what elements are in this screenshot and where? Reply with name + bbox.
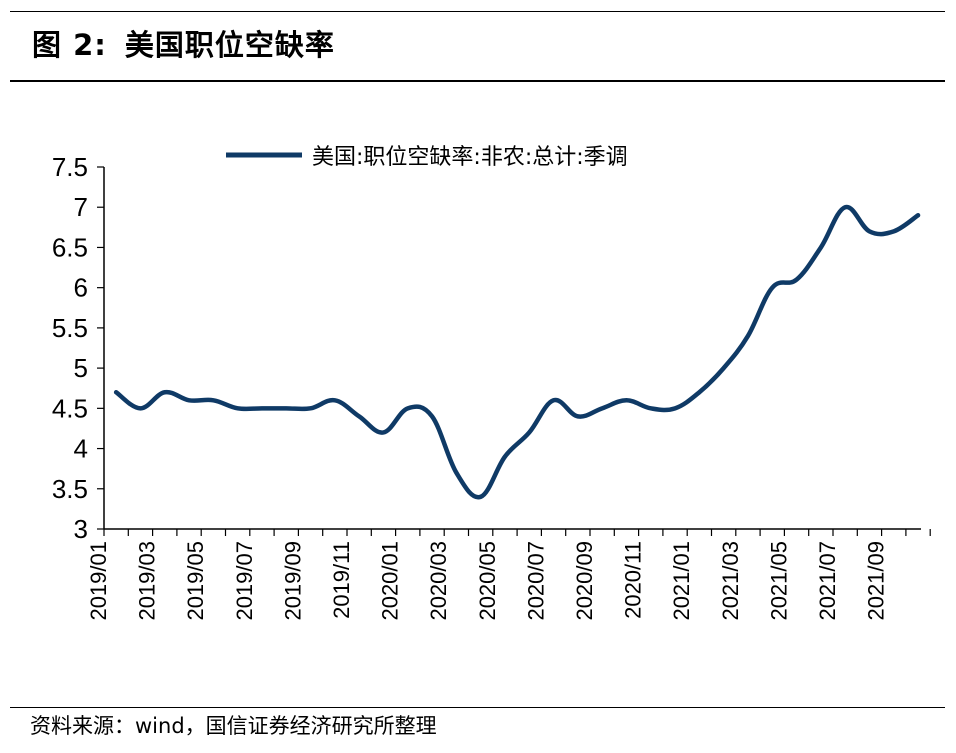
series-layer bbox=[113, 204, 921, 500]
x-tick-label: 2019/03 bbox=[135, 541, 160, 621]
bottom-rule bbox=[10, 707, 945, 708]
x-tick-label: 2019/01 bbox=[86, 541, 111, 621]
legend-label: 美国:职位空缺率:非农:总计:季调 bbox=[312, 145, 628, 170]
x-tick-label: 2019/11 bbox=[329, 541, 354, 619]
y-tick-label: 7 bbox=[74, 192, 88, 222]
x-tick-label: 2021/05 bbox=[766, 541, 791, 621]
y-tick-label: 7.5 bbox=[52, 152, 88, 182]
x-tick-label: 2020/09 bbox=[572, 541, 597, 621]
x-tick-label: 2020/11 bbox=[621, 541, 646, 619]
y-tick-label: 5.5 bbox=[52, 313, 88, 343]
x-axis-ticks: 2019/01 2019/03 2019/05 2019/07 2019/09 2019/… bbox=[86, 529, 931, 621]
x-tick-label: 2021/09 bbox=[864, 541, 889, 621]
x-tick-label: 2021/03 bbox=[718, 541, 743, 621]
source-note: 资料来源：wind，国信证券经济研究所整理 bbox=[30, 714, 437, 738]
y-tick-label: 3.5 bbox=[52, 474, 88, 504]
axes bbox=[103, 167, 921, 530]
x-tick-label: 2020/05 bbox=[475, 541, 500, 621]
x-tick-label: 2021/01 bbox=[669, 541, 694, 621]
y-tick-label: 3 bbox=[74, 514, 88, 544]
x-tick-label: 2019/05 bbox=[183, 541, 208, 621]
top-rule bbox=[10, 11, 945, 12]
legend: 美国:职位空缺率:非农:总计:季调 bbox=[226, 145, 628, 170]
title-rule bbox=[10, 80, 945, 82]
x-tick-label: 2019/09 bbox=[280, 541, 305, 621]
y-tick-label: 4.5 bbox=[52, 393, 88, 423]
x-tick-label: 2021/07 bbox=[815, 541, 840, 621]
figure-label: 图 2: bbox=[32, 28, 107, 62]
y-tick-label: 5 bbox=[74, 353, 88, 383]
figure-title-text: 美国职位空缺率 bbox=[124, 28, 335, 62]
x-tick-label: 2020/07 bbox=[523, 541, 548, 621]
y-tick-label: 6.5 bbox=[52, 232, 88, 262]
x-tick-label: 2020/01 bbox=[378, 541, 403, 621]
figure-title: 图 2: 美国职位空缺率 bbox=[32, 22, 335, 64]
y-axis-ticks: 7.5 7 6.5 6 5.5 5 4.5 4 3.5 3 bbox=[52, 152, 104, 544]
y-tick-label: 4 bbox=[74, 434, 88, 464]
series-line bbox=[113, 204, 921, 500]
x-tick-label: 2020/03 bbox=[426, 541, 451, 621]
x-tick-label: 2019/07 bbox=[232, 541, 257, 621]
y-tick-label: 6 bbox=[74, 273, 88, 303]
line-chart: 7.576.565.554.543.53 2019/01 2019/03 2019/… bbox=[52, 145, 931, 621]
